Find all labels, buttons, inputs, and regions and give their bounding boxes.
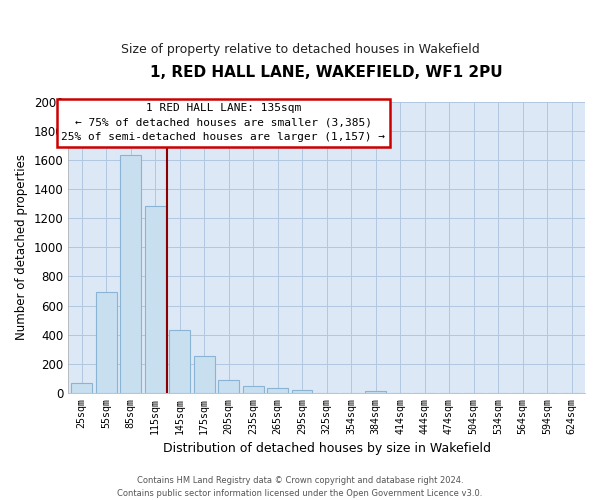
Text: 1 RED HALL LANE: 135sqm
← 75% of detached houses are smaller (3,385)
25% of semi: 1 RED HALL LANE: 135sqm ← 75% of detache…	[61, 104, 385, 142]
Bar	[194, 356, 215, 393]
Bar	[292, 390, 313, 393]
Bar	[365, 390, 386, 393]
X-axis label: Distribution of detached houses by size in Wakefield: Distribution of detached houses by size …	[163, 442, 491, 455]
Bar	[120, 155, 141, 393]
Title: 1, RED HALL LANE, WAKEFIELD, WF1 2PU: 1, RED HALL LANE, WAKEFIELD, WF1 2PU	[150, 65, 503, 80]
Bar	[145, 206, 166, 393]
Bar	[71, 384, 92, 393]
Bar	[242, 386, 263, 393]
Text: Size of property relative to detached houses in Wakefield: Size of property relative to detached ho…	[121, 42, 479, 56]
Bar	[96, 292, 116, 393]
Text: Contains HM Land Registry data © Crown copyright and database right 2024.
Contai: Contains HM Land Registry data © Crown c…	[118, 476, 482, 498]
Bar	[169, 330, 190, 393]
Y-axis label: Number of detached properties: Number of detached properties	[15, 154, 28, 340]
Bar	[218, 380, 239, 393]
Bar	[267, 388, 288, 393]
